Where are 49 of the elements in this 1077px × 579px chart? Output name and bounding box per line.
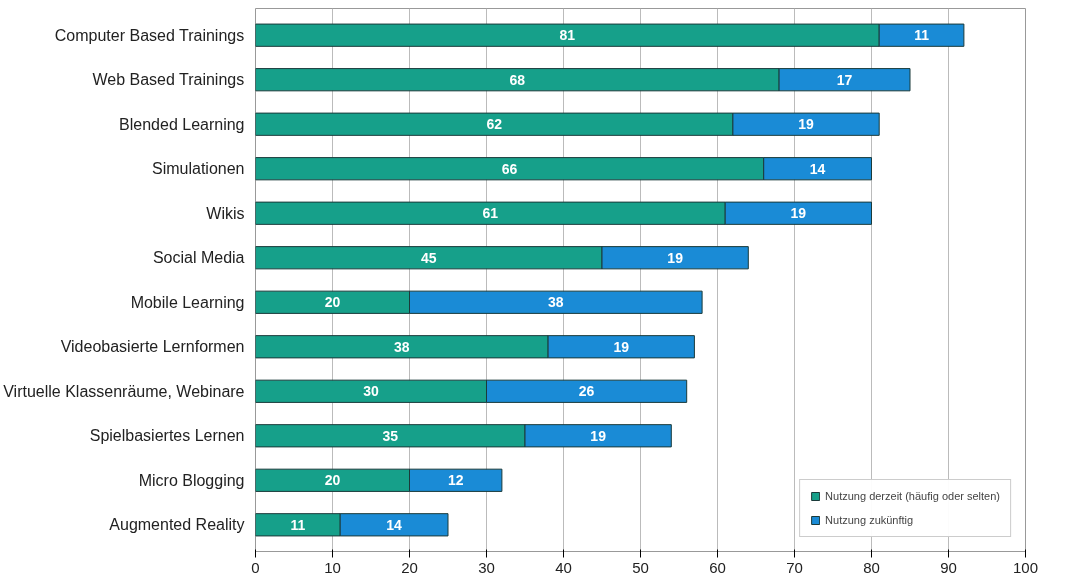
data-label: 19 bbox=[790, 205, 807, 222]
x-tick-label: 0 bbox=[251, 558, 260, 576]
y-tick-label: Simulationen bbox=[152, 160, 245, 178]
data-label: 35 bbox=[382, 427, 399, 444]
data-label: 38 bbox=[548, 294, 564, 311]
y-tick-label: Mobile Learning bbox=[130, 293, 245, 311]
y-tick-label: Videobasierte Lernformen bbox=[60, 338, 245, 356]
y-tick-label: Spielbasiertes Lernen bbox=[89, 427, 245, 445]
x-tick-label: 30 bbox=[478, 558, 495, 576]
y-tick-label: Social Media bbox=[152, 249, 245, 267]
data-label: 17 bbox=[836, 71, 853, 88]
y-tick-label: Web Based Trainings bbox=[92, 71, 245, 89]
y-tick-label: Wikis bbox=[206, 204, 245, 222]
data-label: 19 bbox=[613, 338, 630, 355]
data-label: 81 bbox=[559, 27, 576, 44]
legend-label: Nutzung derzeit (häufig oder selten) bbox=[825, 490, 1000, 502]
x-tick-label: 10 bbox=[324, 558, 341, 576]
data-label: 12 bbox=[447, 472, 464, 489]
data-label: 26 bbox=[578, 383, 595, 400]
data-label: 20 bbox=[324, 294, 341, 311]
y-tick-label: Augmented Reality bbox=[109, 516, 245, 534]
x-tick-label: 90 bbox=[940, 558, 957, 576]
data-label: 14 bbox=[809, 160, 826, 177]
data-label: 11 bbox=[914, 27, 930, 44]
data-label: 19 bbox=[590, 427, 607, 444]
data-label: 38 bbox=[394, 338, 410, 355]
y-tick-label: Blended Learning bbox=[119, 115, 245, 133]
y-tick-label: Micro Blogging bbox=[138, 471, 245, 489]
x-tick-label: 20 bbox=[401, 558, 418, 576]
y-tick-label: Virtuelle Klassenräume, Webinare bbox=[3, 382, 245, 400]
data-label: 45 bbox=[420, 249, 437, 266]
x-tick-label: 100 bbox=[1012, 558, 1039, 576]
data-label: 66 bbox=[501, 160, 518, 177]
data-label: 19 bbox=[798, 116, 815, 133]
data-label: 20 bbox=[324, 472, 341, 489]
x-tick-label: 60 bbox=[709, 558, 726, 576]
data-label: 61 bbox=[482, 205, 499, 222]
data-label: 62 bbox=[486, 116, 503, 133]
x-tick-label: 40 bbox=[555, 558, 572, 576]
x-tick-label: 50 bbox=[632, 558, 649, 576]
y-tick-label: Computer Based Trainings bbox=[54, 26, 245, 44]
data-label: 68 bbox=[509, 71, 526, 88]
data-label: 11 bbox=[290, 516, 306, 533]
x-tick-label: 80 bbox=[863, 558, 880, 576]
data-label: 14 bbox=[386, 516, 403, 533]
data-label: 30 bbox=[363, 383, 379, 400]
data-label: 19 bbox=[667, 249, 684, 266]
x-tick-label: 70 bbox=[786, 558, 803, 576]
legend-label: Nutzung zukünftig bbox=[825, 514, 914, 526]
